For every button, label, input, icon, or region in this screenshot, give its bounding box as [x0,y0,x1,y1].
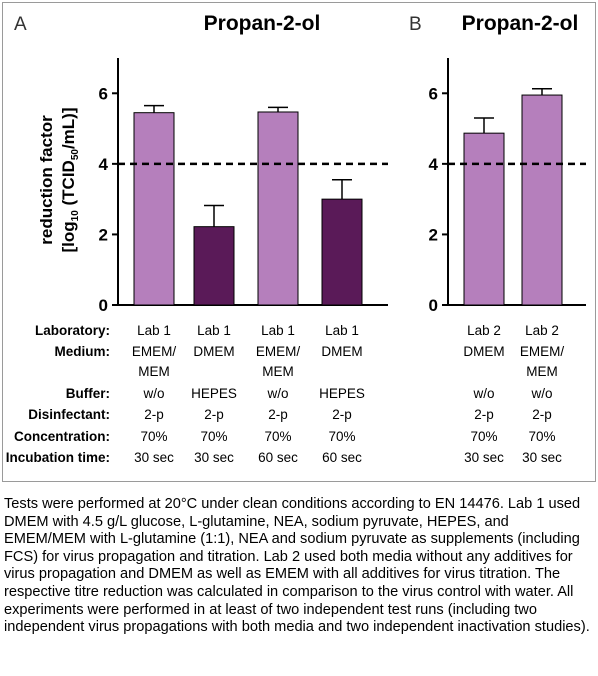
cell-buffer: w/o [472,386,494,401]
cell-laboratory: Lab 1 [197,323,231,338]
cell-medium: DMEM [321,344,362,359]
cell-buffer: w/o [142,386,164,401]
table-row-header: Concentration: [14,429,110,444]
cell-medium: MEM [526,364,558,379]
cell-medium: MEM [138,364,170,379]
cell-concentration: 70% [264,429,291,444]
bar [463,132,505,306]
table-row-header: Disinfectant: [28,407,110,422]
panel-a-letter: A [14,14,27,35]
cell-medium: DMEM [193,344,234,359]
y-tick-label: 0 [99,296,108,315]
cell-concentration: 70% [528,429,555,444]
y-axis-label-line2: [log10 (TCID50/mL)] [59,108,81,253]
bar [521,94,563,306]
cell-laboratory: Lab 1 [325,323,359,338]
bar-chart-figure: A Propan-2-ol B Propan-2-ol reduction fa… [6,12,586,465]
y-tick-label: 2 [99,225,108,244]
bar [321,198,363,306]
table-row-header: Buffer: [66,386,110,401]
y-tick-label: 0 [429,296,438,315]
cell-disinfectant: 2-p [268,407,288,422]
cell-concentration: 70% [140,429,167,444]
bar [257,111,299,306]
cell-concentration: 70% [200,429,227,444]
cell-medium: EMEM/ [132,344,177,359]
cell-laboratory: Lab 2 [525,323,559,338]
cell-laboratory: Lab 1 [261,323,295,338]
bar [193,226,235,306]
cell-incubation-time: 30 sec [522,450,562,465]
y-tick-label: 2 [429,225,438,244]
cell-disinfectant: 2-p [332,407,352,422]
y-tick-label: 6 [99,84,108,103]
cell-medium: DMEM [463,344,504,359]
condition-table: Laboratory: Medium: Buffer: Disinfectant: Co… [6,323,565,465]
panel-b-title: Propan-2-ol [462,12,579,35]
table-row-header: Medium: [55,344,111,359]
table-row-header: Laboratory: [35,323,110,338]
cell-medium: EMEM/ [520,344,565,359]
cell-disinfectant: 2-p [474,407,494,422]
figure-caption: Tests were performed at 20°C under clean… [4,496,590,636]
panel-b-bars [448,87,586,306]
cell-incubation-time: 30 sec [194,450,234,465]
cell-incubation-time: 60 sec [322,450,362,465]
cell-laboratory: Lab 2 [467,323,501,338]
cell-disinfectant: 2-p [144,407,164,422]
cell-buffer: HEPES [191,386,237,401]
panel-a-bars [118,104,388,306]
figure-frame [2,2,596,482]
y-tick-label: 4 [99,155,109,174]
cell-incubation-time: 30 sec [464,450,504,465]
cell-buffer: HEPES [319,386,365,401]
y-tick-label: 6 [429,84,438,103]
cell-concentration: 70% [328,429,355,444]
cell-disinfectant: 2-p [204,407,224,422]
table-row-header: Incubation time: [6,450,110,465]
y-axis-label-line1: reduction factor [37,115,56,245]
bar [133,112,175,306]
cell-buffer: w/o [530,386,552,401]
y-tick-label: 4 [429,155,439,174]
panel-b-letter: B [409,14,422,35]
cell-disinfectant: 2-p [532,407,552,422]
cell-buffer: w/o [266,386,288,401]
cell-concentration: 70% [470,429,497,444]
cell-incubation-time: 30 sec [134,450,174,465]
panel-a-title: Propan-2-ol [204,12,321,35]
cell-medium: EMEM/ [256,344,301,359]
cell-laboratory: Lab 1 [137,323,171,338]
cell-medium: MEM [262,364,294,379]
cell-incubation-time: 60 sec [258,450,298,465]
